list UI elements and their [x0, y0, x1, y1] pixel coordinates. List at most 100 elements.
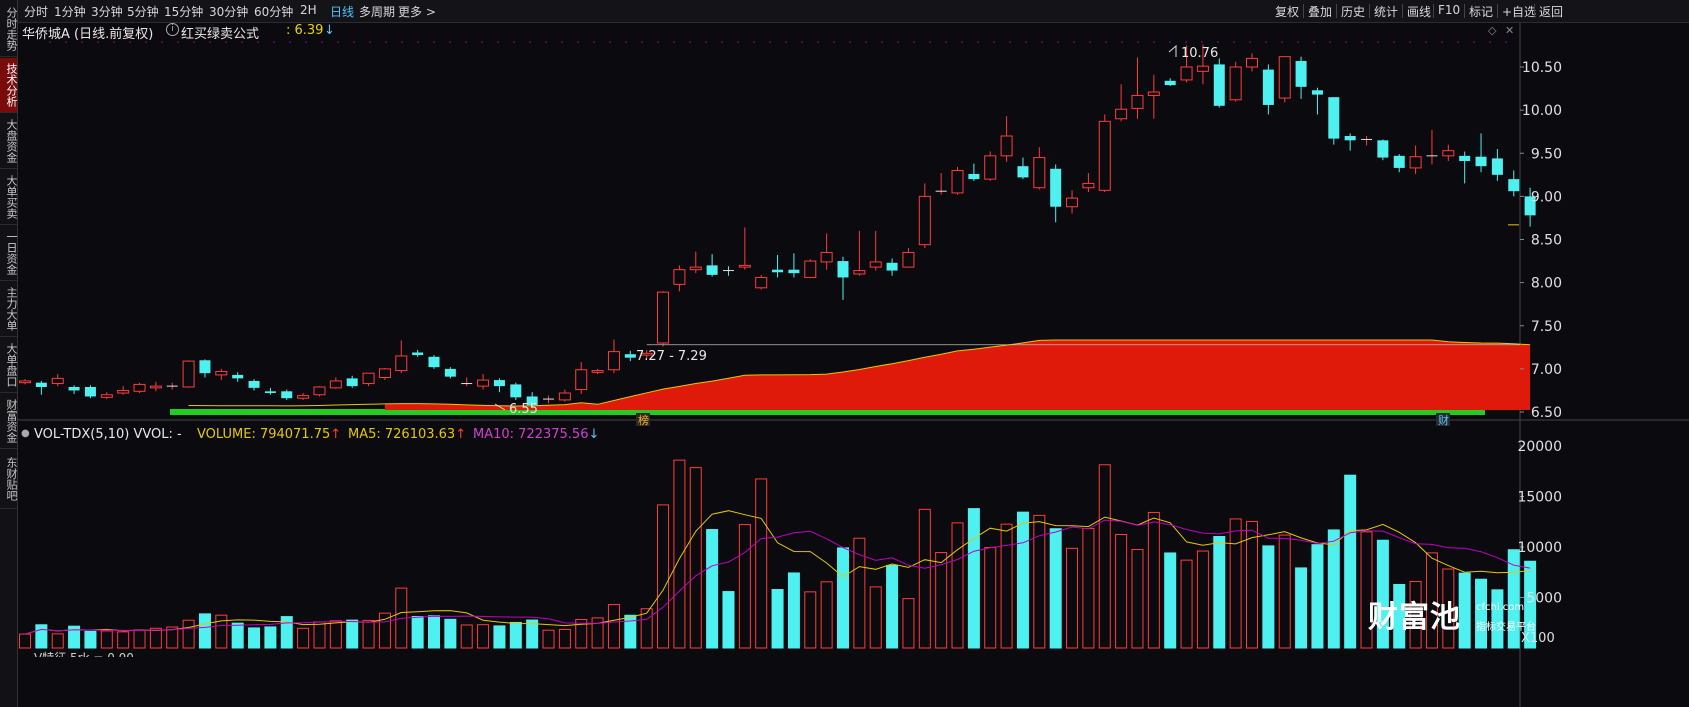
- volume-bar[interactable]: [84, 630, 97, 649]
- period-5[interactable]: 30分钟: [209, 5, 249, 19]
- candle[interactable]: [215, 368, 228, 381]
- volume-bar[interactable]: [1082, 528, 1095, 649]
- volume-bar[interactable]: [35, 624, 48, 649]
- candle[interactable]: [133, 382, 146, 394]
- candle[interactable]: [624, 350, 636, 362]
- candle[interactable]: [395, 340, 408, 374]
- candle[interactable]: [329, 377, 342, 389]
- candle[interactable]: [1459, 151, 1471, 184]
- volume-bar[interactable]: [1458, 572, 1471, 649]
- period-9[interactable]: 多周期: [359, 5, 396, 19]
- candle[interactable]: [1377, 139, 1389, 161]
- tool-8[interactable]: 返回: [1539, 5, 1564, 19]
- candle[interactable]: [117, 386, 130, 395]
- candle[interactable]: [1066, 190, 1079, 214]
- candle[interactable]: [591, 368, 604, 375]
- candle[interactable]: [640, 349, 653, 359]
- volume-bars[interactable]: [19, 459, 1537, 649]
- volume-bar[interactable]: [1196, 550, 1209, 649]
- volume-bar[interactable]: [149, 627, 162, 649]
- volume-bar[interactable]: [1278, 534, 1291, 649]
- volume-bar[interactable]: [346, 619, 359, 649]
- candle[interactable]: [1147, 74, 1160, 119]
- candle[interactable]: [804, 259, 817, 278]
- candle[interactable]: [902, 248, 915, 268]
- candle[interactable]: [199, 359, 211, 378]
- candle[interactable]: [722, 266, 734, 276]
- volume-bar[interactable]: [755, 478, 768, 649]
- candle[interactable]: [575, 361, 588, 394]
- candle[interactable]: [444, 367, 456, 379]
- period-0[interactable]: 分时: [24, 5, 49, 19]
- volume-bar[interactable]: [771, 589, 784, 649]
- volume-bar[interactable]: [1147, 511, 1160, 649]
- candle[interactable]: [1278, 56, 1291, 103]
- volume-bar[interactable]: [1066, 547, 1079, 649]
- volume-bar[interactable]: [1295, 567, 1308, 649]
- candle[interactable]: [1180, 45, 1193, 83]
- volume-bar[interactable]: [1360, 531, 1373, 649]
- candle[interactable]: [35, 380, 47, 395]
- period-1[interactable]: 1分钟: [54, 5, 86, 19]
- volume-bar[interactable]: [1033, 514, 1046, 649]
- volume-bar[interactable]: [1491, 589, 1504, 649]
- tool-4[interactable]: 画线: [1407, 5, 1432, 19]
- volume-bar[interactable]: [493, 625, 506, 649]
- period-7[interactable]: 2H: [300, 3, 317, 17]
- volume-bar[interactable]: [460, 624, 473, 649]
- candle[interactable]: [657, 291, 670, 347]
- candle[interactable]: [1442, 144, 1455, 162]
- candle[interactable]: [461, 377, 473, 387]
- candle[interactable]: [689, 251, 702, 274]
- tool-2[interactable]: 历史: [1341, 5, 1366, 19]
- sidebar-tab-5[interactable]: 主力大单: [0, 282, 18, 337]
- volume-bar[interactable]: [787, 572, 800, 649]
- candle[interactable]: [100, 392, 113, 400]
- candle[interactable]: [378, 368, 391, 381]
- period-8[interactable]: 日线: [330, 5, 355, 19]
- volume-bar[interactable]: [1229, 518, 1242, 649]
- volume-bar[interactable]: [837, 547, 849, 649]
- volume-bar[interactable]: [886, 564, 899, 649]
- period-2[interactable]: 3分钟: [91, 5, 123, 19]
- candle[interactable]: [853, 230, 866, 276]
- volume-bar[interactable]: [231, 622, 244, 649]
- candle[interactable]: [1311, 87, 1323, 115]
- volume-bar[interactable]: [1475, 578, 1488, 649]
- candle[interactable]: [1050, 164, 1062, 223]
- candle[interactable]: [738, 227, 751, 270]
- expand-icon[interactable]: ◇: [1488, 24, 1497, 37]
- candle[interactable]: [1344, 133, 1356, 151]
- sidebar-tab-4[interactable]: 一日资金: [0, 226, 18, 281]
- candle[interactable]: [1246, 53, 1258, 72]
- sidebar-tab-6[interactable]: 大单盘口: [0, 338, 18, 393]
- candle[interactable]: [1262, 64, 1274, 115]
- volume-indicator-name[interactable]: VOL-TDX(5,10) VVOL: -: [34, 427, 182, 442]
- volume-bar[interactable]: [657, 504, 670, 649]
- volume-bar[interactable]: [1507, 549, 1520, 649]
- volume-bar[interactable]: [1049, 528, 1062, 649]
- close-icon[interactable]: ✕: [1505, 24, 1515, 37]
- volume-bar[interactable]: [640, 608, 653, 649]
- candle[interactable]: [232, 372, 244, 382]
- candle[interactable]: [182, 360, 195, 388]
- sidebar-tab-0[interactable]: 分时走势: [0, 2, 18, 57]
- candle[interactable]: [951, 167, 964, 195]
- collapse-icon[interactable]: ●: [21, 428, 30, 439]
- volume-bar[interactable]: [1213, 535, 1226, 649]
- period-4[interactable]: 15分钟: [164, 5, 204, 19]
- candle[interactable]: [412, 349, 424, 357]
- candle[interactable]: [968, 163, 980, 181]
- volume-bar[interactable]: [902, 598, 915, 649]
- candle[interactable]: [84, 385, 96, 399]
- candle[interactable]: [51, 374, 64, 387]
- candle[interactable]: [166, 382, 178, 390]
- volume-bar[interactable]: [706, 529, 719, 649]
- volume-bar[interactable]: [1311, 544, 1324, 649]
- period-3[interactable]: 5分钟: [127, 5, 159, 19]
- candle[interactable]: [19, 379, 31, 385]
- volume-bar[interactable]: [967, 508, 980, 649]
- candle[interactable]: [1361, 136, 1373, 146]
- volume-bar[interactable]: [1115, 533, 1128, 649]
